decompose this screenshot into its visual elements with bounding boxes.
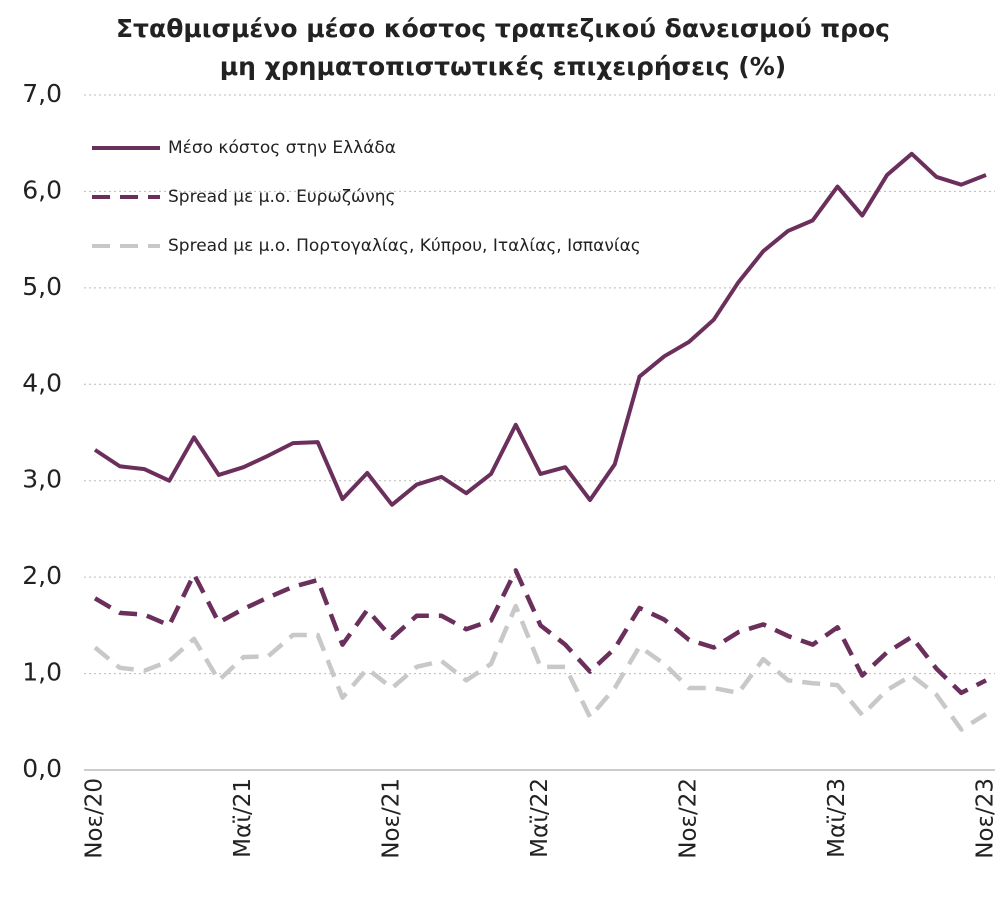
x-tick-label: Νοε/23: [973, 778, 997, 859]
legend-label: Spread με μ.ο. Ευρωζώνης: [168, 187, 395, 207]
legend-label: Μέσο κόστος στην Ελλάδα: [168, 138, 396, 158]
y-tick-label: 5,0: [22, 272, 62, 301]
x-tick-label: Νοε/22: [676, 778, 702, 859]
y-tick-label: 0,0: [22, 754, 62, 783]
x-tick-label: Νοε/20: [82, 778, 108, 859]
y-tick-label: 7,0: [22, 79, 62, 108]
series-line: [93, 568, 988, 696]
y-tick-label: 6,0: [22, 175, 62, 204]
series-line: [93, 603, 988, 732]
y-tick-label: 3,0: [22, 465, 62, 494]
y-tick-label: 1,0: [22, 658, 62, 687]
chart-title: Σταθμισμένο μέσο κόστος τραπεζικού δανει…: [115, 14, 890, 81]
x-tick-label: Μαϊ/23: [824, 778, 850, 858]
x-tick-label: Μαϊ/22: [527, 778, 553, 858]
x-tick-label: Νοε/21: [379, 778, 405, 859]
y-tick-label: 4,0: [22, 368, 62, 397]
series-line: [93, 151, 987, 507]
y-tick-label: 2,0: [22, 561, 62, 590]
legend-label: Spread με μ.ο. Πορτογαλίας, Κύπρου, Ιταλ…: [168, 236, 641, 256]
x-tick-label: Μαϊ/21: [230, 778, 256, 858]
